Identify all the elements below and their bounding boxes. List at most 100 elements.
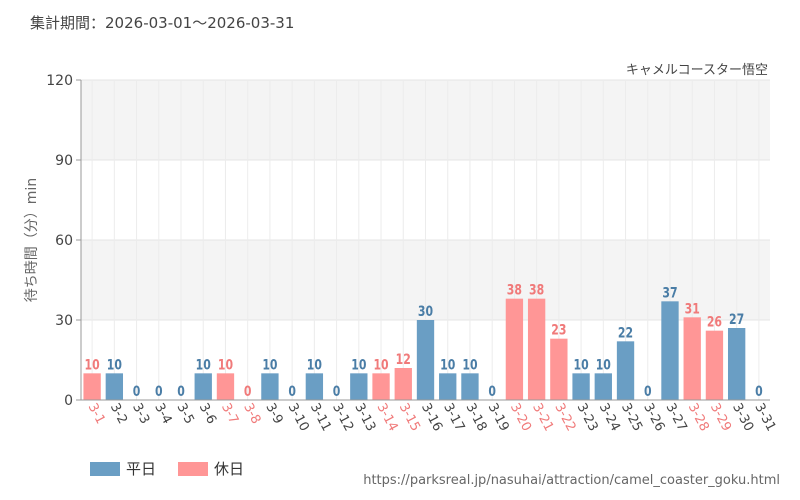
bar: [416, 320, 435, 400]
value-label: 0: [644, 383, 652, 400]
value-label: 23: [551, 321, 566, 338]
bar: [594, 373, 612, 400]
legend-holiday: 休日: [178, 458, 244, 479]
value-label: 10: [351, 356, 366, 373]
bar: [683, 317, 701, 400]
legend: 平日 休日: [90, 458, 266, 479]
value-label: 0: [288, 383, 296, 400]
value-label: 10: [573, 356, 588, 373]
x-tick-label: 3-23: [574, 401, 601, 434]
value-label: 10: [440, 356, 455, 373]
bar: [527, 298, 546, 400]
x-tick-label: 3-7: [218, 401, 241, 427]
value-label: 10: [307, 356, 322, 373]
legend-weekday-label: 平日: [126, 460, 157, 478]
bar: [616, 341, 635, 400]
x-tick-label: 3-16: [418, 401, 445, 434]
value-label: 22: [618, 324, 633, 341]
value-label: 38: [529, 281, 544, 298]
y-tick-labels: 0 30 60 90 120: [46, 73, 81, 409]
x-tick-label: 3-10: [285, 401, 312, 434]
value-label: 27: [729, 311, 744, 328]
value-label: 0: [333, 383, 341, 400]
x-tick-label: 3-3: [129, 401, 152, 427]
x-tick-label: 3-15: [396, 401, 423, 434]
value-label: 10: [373, 356, 388, 373]
value-label: 30: [418, 303, 433, 320]
x-tick-label: 3-22: [551, 401, 578, 434]
x-tick-label: 3-13: [351, 401, 378, 434]
value-label: 0: [755, 383, 763, 400]
period-label: 集計期間：2026-03-01〜2026-03-31: [30, 12, 294, 33]
value-label: 12: [396, 351, 411, 368]
legend-weekday-swatch: [90, 461, 120, 476]
x-tick-label: 3-12: [329, 401, 356, 434]
value-label: 10: [85, 356, 100, 373]
value-label: 10: [462, 356, 477, 373]
x-tick-label: 3-6: [196, 401, 219, 427]
x-tick-label: 3-1: [85, 401, 108, 427]
legend-holiday-swatch: [178, 461, 209, 476]
x-tick-label: 3-19: [485, 401, 512, 434]
y-tick-label: 0: [64, 393, 73, 409]
x-tick-label: 3-27: [662, 401, 689, 434]
x-tick-label: 3-5: [173, 401, 196, 427]
value-label: 10: [262, 356, 277, 373]
grid-lines: [81, 79, 770, 400]
x-tick-label: 3-28: [685, 401, 712, 434]
value-label: 0: [133, 383, 141, 400]
x-tick-labels: 3-1 3-2 3-3 3-4 3-5 3-6 3-7 3-8 3-9 3-103-113-123…: [85, 401, 779, 434]
bar: [572, 373, 590, 400]
x-tick-label: 3-18: [462, 401, 489, 434]
y-tick-label: 90: [55, 153, 73, 169]
bar: [505, 298, 524, 400]
chart-title: キャメルコースター悟空: [626, 63, 768, 78]
bar: [439, 373, 457, 400]
bar: [727, 328, 746, 400]
value-label: 0: [488, 383, 496, 400]
value-label: 31: [685, 300, 700, 317]
x-tick-label: 3-29: [707, 401, 734, 434]
bar: [305, 373, 324, 400]
x-tick-label: 3-30: [729, 401, 756, 434]
legend-holiday-label: 休日: [214, 460, 245, 478]
bar: [216, 373, 235, 400]
value-label: 0: [155, 383, 163, 400]
bar: [83, 373, 101, 400]
y-tick-label: 60: [55, 233, 73, 249]
value-label: 0: [177, 383, 185, 400]
bar: [372, 373, 390, 400]
x-tick-label: 3-11: [307, 401, 334, 434]
x-tick-label: 3-31: [751, 401, 778, 434]
value-label: 10: [218, 356, 233, 373]
bar: [661, 301, 679, 400]
x-tick-label: 3-25: [618, 401, 645, 434]
bar: [350, 373, 368, 400]
legend-weekday: 平日: [90, 458, 156, 479]
x-tick-label: 3-26: [640, 401, 667, 434]
y-tick-label: 30: [55, 313, 73, 329]
source-url: https://parksreal.jp/nasuhai/attraction/…: [363, 473, 780, 488]
bar: [194, 373, 212, 400]
value-label: 38: [507, 281, 522, 298]
bars: [83, 298, 746, 400]
bar: [261, 373, 279, 400]
bar: [394, 368, 412, 400]
value-label: 10: [596, 356, 611, 373]
x-tick-label: 3-24: [596, 401, 623, 434]
x-tick-label: 3-20: [507, 401, 534, 434]
x-tick-label: 3-21: [529, 401, 556, 434]
x-tick-label: 3-4: [151, 401, 174, 427]
y-tick-label: 120: [46, 73, 73, 89]
bar: [461, 373, 479, 400]
bar: [105, 373, 124, 400]
value-label: 10: [107, 356, 122, 373]
bar: [705, 330, 724, 400]
value-label: 0: [244, 383, 252, 400]
period-range: 2026-03-01〜2026-03-31: [105, 14, 295, 32]
x-tick-label: 3-17: [440, 401, 467, 434]
value-label: 37: [662, 284, 677, 301]
x-tick-label: 3-8: [240, 401, 263, 427]
